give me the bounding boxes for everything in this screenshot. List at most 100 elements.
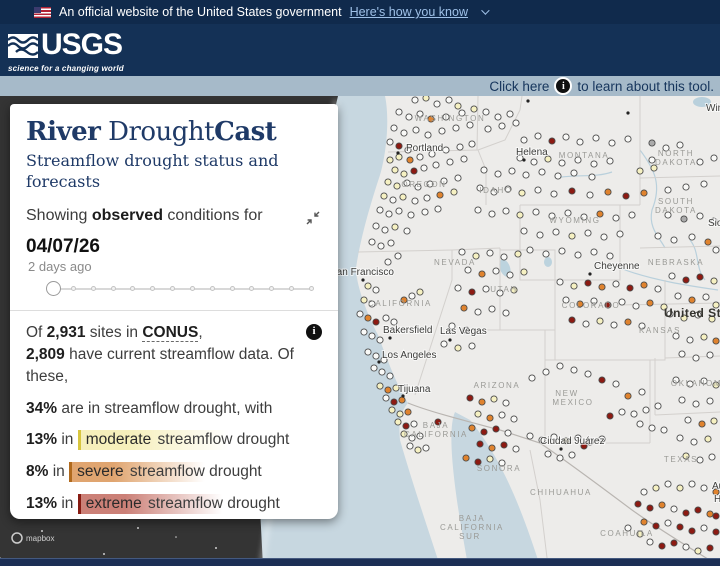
site-dot[interactable]: [360, 328, 368, 336]
site-dot[interactable]: [398, 396, 406, 404]
site-dot[interactable]: [480, 428, 488, 436]
site-dot[interactable]: [700, 377, 708, 385]
site-dot[interactable]: [604, 188, 612, 196]
site-dot[interactable]: [562, 133, 570, 141]
site-dot[interactable]: [452, 124, 460, 132]
site-dot[interactable]: [522, 171, 530, 179]
site-dot[interactable]: [640, 488, 648, 496]
site-dot[interactable]: [538, 436, 546, 444]
site-dot[interactable]: [456, 143, 464, 151]
site-dot[interactable]: [598, 376, 606, 384]
site-dot[interactable]: [706, 510, 714, 518]
site-dot[interactable]: [598, 435, 606, 443]
site-dot[interactable]: [666, 310, 674, 318]
site-dot[interactable]: [492, 425, 500, 433]
site-dot[interactable]: [412, 126, 420, 134]
site-dot[interactable]: [686, 380, 694, 388]
site-dot[interactable]: [682, 276, 690, 284]
site-dot[interactable]: [454, 284, 462, 292]
site-dot[interactable]: [496, 289, 504, 297]
site-dot[interactable]: [403, 227, 411, 235]
stats-info-icon[interactable]: i: [306, 323, 322, 340]
site-dot[interactable]: [712, 381, 720, 389]
site-dot[interactable]: [710, 417, 718, 425]
slider-tick[interactable]: [229, 285, 235, 291]
site-dot[interactable]: [408, 292, 416, 300]
site-dot[interactable]: [416, 288, 424, 296]
site-dot[interactable]: [468, 140, 476, 148]
site-dot[interactable]: [504, 185, 512, 193]
site-dot[interactable]: [584, 279, 592, 287]
site-dot[interactable]: [708, 453, 716, 461]
site-dot[interactable]: [395, 108, 403, 116]
site-dot[interactable]: [381, 226, 389, 234]
site-dot[interactable]: [692, 400, 700, 408]
site-dot[interactable]: [674, 292, 682, 300]
site-dot[interactable]: [454, 102, 462, 110]
site-dot[interactable]: [618, 408, 626, 416]
site-dot[interactable]: [580, 442, 588, 450]
usgs-logo[interactable]: USGS science for a changing world: [7, 30, 124, 73]
site-dot[interactable]: [494, 113, 502, 121]
learn-banner[interactable]: Click here i to learn about this tool.: [0, 76, 720, 96]
site-dot[interactable]: [440, 177, 448, 185]
site-dot[interactable]: [700, 484, 708, 492]
site-dot[interactable]: [550, 190, 558, 198]
site-dot[interactable]: [372, 318, 380, 326]
site-dot[interactable]: [422, 444, 430, 452]
site-dot[interactable]: [468, 288, 476, 296]
site-dot[interactable]: [486, 455, 494, 463]
site-dot[interactable]: [520, 268, 528, 276]
site-dot[interactable]: [410, 420, 418, 428]
site-dot[interactable]: [389, 196, 397, 204]
site-dot[interactable]: [405, 113, 413, 121]
site-dot[interactable]: [380, 356, 388, 364]
site-dot[interactable]: [584, 370, 592, 378]
site-dot[interactable]: [686, 336, 694, 344]
site-dot[interactable]: [676, 141, 684, 149]
site-dot[interactable]: [680, 314, 688, 322]
site-dot[interactable]: [712, 512, 720, 520]
site-dot[interactable]: [658, 501, 666, 509]
site-dot[interactable]: [462, 326, 470, 334]
site-dot[interactable]: [608, 139, 616, 147]
site-dot[interactable]: [712, 528, 720, 536]
site-dot[interactable]: [596, 317, 604, 325]
site-dot[interactable]: [400, 170, 408, 178]
site-dot[interactable]: [536, 231, 544, 239]
site-dot[interactable]: [423, 194, 431, 202]
site-dot[interactable]: [688, 296, 696, 304]
site-dot[interactable]: [377, 242, 385, 250]
site-dot[interactable]: [364, 282, 372, 290]
site-dot[interactable]: [648, 156, 656, 164]
site-dot[interactable]: [490, 188, 498, 196]
site-dot[interactable]: [514, 250, 522, 258]
site-dot[interactable]: [700, 524, 708, 532]
site-dot[interactable]: [428, 150, 436, 158]
site-dot[interactable]: [382, 394, 390, 402]
site-dot[interactable]: [407, 211, 415, 219]
site-dot[interactable]: [548, 212, 556, 220]
site-dot[interactable]: [445, 96, 453, 104]
site-dot[interactable]: [554, 172, 562, 180]
site-dot[interactable]: [668, 272, 676, 280]
site-dot[interactable]: [376, 206, 384, 214]
site-dot[interactable]: [490, 395, 498, 403]
site-dot[interactable]: [486, 414, 494, 422]
site-dot[interactable]: [384, 258, 392, 266]
site-dot[interactable]: [476, 184, 484, 192]
site-dot[interactable]: [688, 233, 696, 241]
site-dot[interactable]: [474, 410, 482, 418]
site-dot[interactable]: [474, 206, 482, 214]
site-dot[interactable]: [450, 188, 458, 196]
site-dot[interactable]: [414, 446, 422, 454]
site-dot[interactable]: [387, 239, 395, 247]
site-dot[interactable]: [498, 122, 506, 130]
site-dot[interactable]: [664, 186, 672, 194]
site-dot[interactable]: [411, 197, 419, 205]
site-dot[interactable]: [446, 158, 454, 166]
site-dot[interactable]: [702, 293, 710, 301]
site-dot[interactable]: [391, 166, 399, 174]
slider-tick[interactable]: [269, 285, 275, 291]
site-dot[interactable]: [376, 336, 384, 344]
